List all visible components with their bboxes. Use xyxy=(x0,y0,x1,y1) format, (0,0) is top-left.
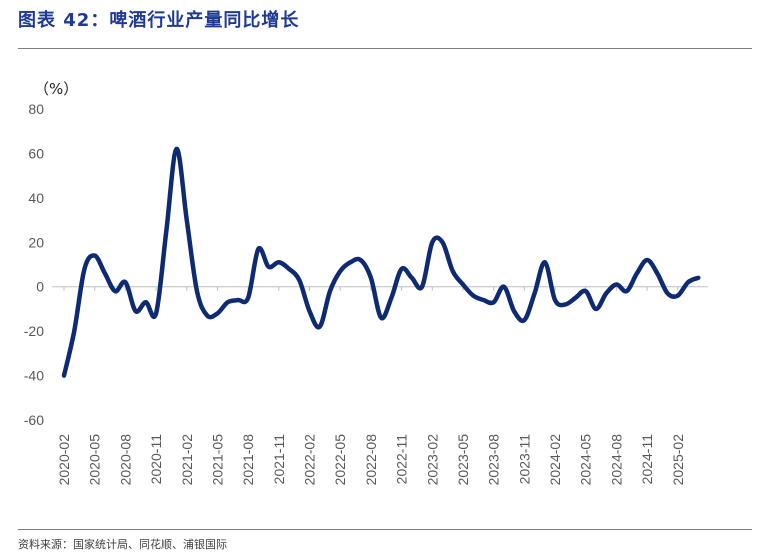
x-tick-label: 2020-02 xyxy=(56,434,72,486)
y-tick-label: 40 xyxy=(28,190,44,206)
y-tick-label: 80 xyxy=(28,101,44,117)
x-tick-label: 2025-02 xyxy=(670,434,686,486)
y-tick-label: -20 xyxy=(24,323,44,339)
x-tick-label: 2023-08 xyxy=(486,434,502,486)
y-tick-label: 20 xyxy=(28,234,44,250)
y-tick-label: -40 xyxy=(24,368,44,384)
x-tick-label: 2023-11 xyxy=(516,434,532,485)
x-tick-label: 2020-11 xyxy=(148,434,164,485)
source-note: 资料来源：国家统计局、同花顺、浦银国际 xyxy=(18,538,227,551)
x-tick-label: 2022-08 xyxy=(363,434,379,486)
x-tick-label: 2021-02 xyxy=(179,434,195,486)
y-axis-unit-label: （%） xyxy=(34,80,78,98)
y-tick-label: 60 xyxy=(28,145,44,161)
x-tick-label: 2024-08 xyxy=(608,434,624,486)
figure-title: 图表 42：啤酒行业产量同比增长 xyxy=(18,10,300,31)
x-tick-label: 2023-05 xyxy=(455,434,471,486)
y-tick-label: 0 xyxy=(36,279,44,295)
x-tick-label: 2020-08 xyxy=(117,434,133,486)
x-tick-label: 2022-02 xyxy=(302,434,318,486)
x-tick-label: 2021-05 xyxy=(209,434,225,486)
x-tick-label: 2021-08 xyxy=(240,434,256,486)
y-axis-tick-labels: 80 60 40 20 0 -20 -40 -60 xyxy=(24,101,44,428)
top-divider xyxy=(18,48,752,49)
y-tick-label: -60 xyxy=(24,412,44,428)
x-tick-label: 2023-02 xyxy=(424,434,440,486)
bottom-divider xyxy=(18,529,752,530)
x-axis-tick-labels: 2020-02 2020-05 2020-08 2020-11 2021-02 2021-… xyxy=(56,286,686,486)
x-tick-label: 2024-05 xyxy=(578,434,594,486)
x-tick-label: 2020-05 xyxy=(87,434,103,486)
x-tick-label: 2022-05 xyxy=(332,434,348,486)
series-line xyxy=(61,146,701,378)
x-tick-label: 2024-11 xyxy=(639,434,655,485)
x-tick-label: 2022-11 xyxy=(394,434,410,485)
x-tick-label: 2021-11 xyxy=(271,434,287,485)
x-tick-label: 2024-02 xyxy=(547,434,563,486)
